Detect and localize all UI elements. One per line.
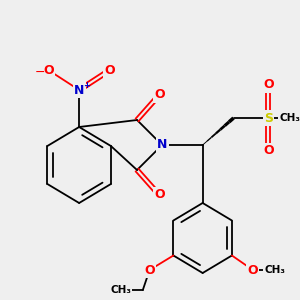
Text: −: − [34,65,45,79]
Text: O: O [105,64,115,76]
Text: S: S [264,112,273,124]
Text: O: O [263,145,274,158]
Text: O: O [144,263,155,277]
Text: CH₃: CH₃ [265,265,286,275]
Text: O: O [263,79,274,92]
Text: O: O [248,263,258,277]
Text: N: N [157,139,167,152]
Text: O: O [154,188,164,202]
Text: CH₃: CH₃ [110,285,131,295]
Text: CH₃: CH₃ [279,113,300,123]
Text: N: N [74,83,84,97]
Text: O: O [154,88,164,101]
Text: O: O [43,64,54,76]
Text: +: + [83,82,90,91]
